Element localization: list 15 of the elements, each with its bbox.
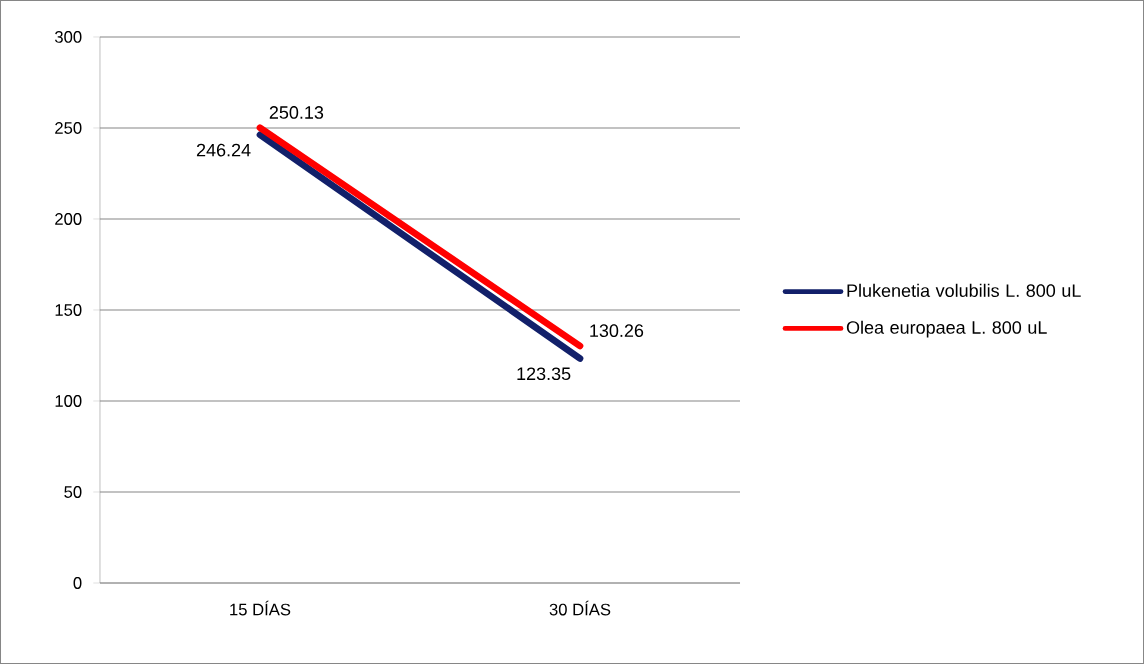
legend-label: Olea europaea L. 800 uL [846, 320, 1047, 338]
y-tick-label: 50 [64, 486, 82, 498]
x-tick-label: 15 DÍAS [230, 600, 291, 616]
y-tick-label: 300 [54, 31, 82, 43]
y-tick-label: 100 [55, 395, 82, 407]
data-label: 123.35 [517, 367, 571, 381]
data-label: 246.24 [196, 143, 251, 157]
data-label: 130.26 [590, 324, 644, 338]
x-tick-label: 30 DÍAS [549, 600, 611, 616]
y-tick-label: 250 [55, 122, 82, 134]
data-label: 250.13 [269, 106, 324, 119]
y-tick-label: 150 [55, 304, 82, 316]
y-tick-label: 0 [73, 577, 82, 589]
y-tick-label: 200 [55, 213, 82, 225]
legend-label: Plukenetia volubilis L. 800 uL [847, 283, 1081, 297]
